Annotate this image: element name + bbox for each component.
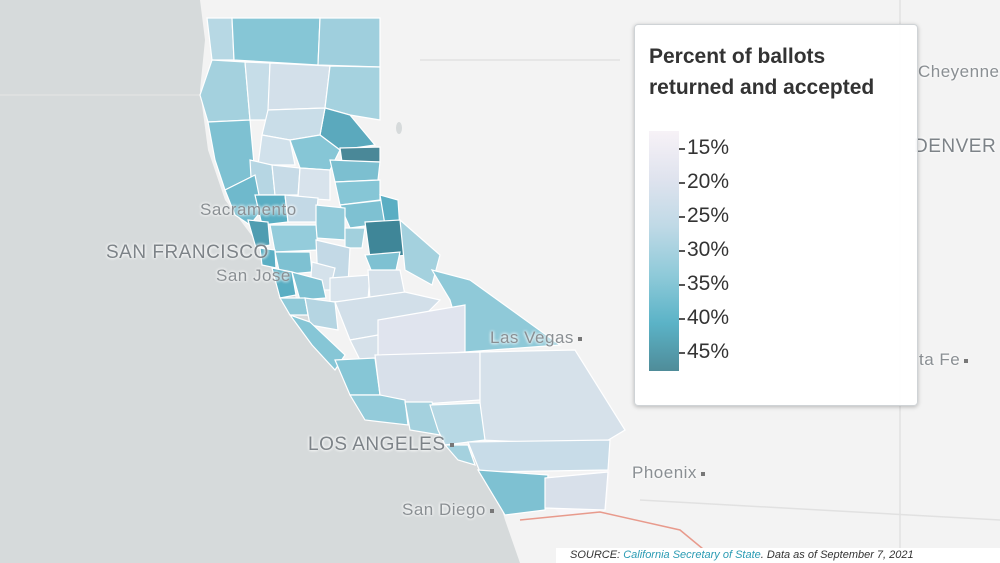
city-dot xyxy=(700,471,705,476)
county-sonoma xyxy=(224,174,263,226)
city-label-san-diego: San Diego xyxy=(402,500,494,520)
city-dot xyxy=(489,508,494,513)
legend-title: Percent of ballots returned and accepted xyxy=(649,41,911,103)
legend-tick-label-25: 25% xyxy=(687,204,730,227)
county-del-norte xyxy=(206,17,235,61)
county-san-bernardino xyxy=(479,349,626,446)
california-counties xyxy=(199,17,626,516)
city-label-denver: DENVER xyxy=(914,136,997,157)
source-prefix: SOURCE: xyxy=(570,549,624,561)
source-caption: SOURCE: California Secretary of State. D… xyxy=(556,548,1000,563)
legend-tick-label-20: 20% xyxy=(687,170,730,193)
city-label-cheyenne: Cheyenne xyxy=(918,62,1000,81)
county-glenn xyxy=(257,134,296,166)
county-amador xyxy=(344,227,366,249)
city-dot xyxy=(964,358,969,363)
county-marin xyxy=(247,219,271,249)
legend-tick xyxy=(679,284,685,286)
legend-tick-label-40: 40% xyxy=(687,306,730,329)
lake-tahoe xyxy=(396,122,402,134)
city-label-santa-fe: ta Fe xyxy=(919,350,969,370)
city-label-santa-fe-text: ta Fe xyxy=(919,350,961,369)
city-label-san-francisco: SAN FRANCISCO xyxy=(106,242,269,263)
county-los-angeles xyxy=(429,402,486,446)
source-suffix: . Data as of September 7, 2021 xyxy=(760,549,914,561)
county-humboldt xyxy=(199,59,251,123)
legend-tick xyxy=(679,318,685,320)
city-label-phoenix: Phoenix xyxy=(632,463,705,483)
county-sutter-yuba xyxy=(297,167,331,201)
city-label-san-jose: San Jose xyxy=(216,266,291,285)
source-link[interactable]: California Secretary of State xyxy=(623,549,761,561)
legend-title-line-1: Percent of ballots xyxy=(649,45,826,68)
county-santa-clara xyxy=(291,271,327,301)
county-riverside xyxy=(467,439,611,473)
city-label-sacramento: Sacramento xyxy=(200,200,297,219)
legend-tick-label-45: 45% xyxy=(687,340,730,363)
legend-color-ramp xyxy=(649,131,679,371)
legend-tick-label-35: 35% xyxy=(687,272,730,295)
county-colusa xyxy=(271,164,301,196)
county-lassen xyxy=(324,65,381,121)
county-san-diego xyxy=(476,469,549,516)
county-sierra xyxy=(339,146,381,163)
legend-panel: Percent of ballots returned and accepted… xyxy=(634,24,918,406)
county-orange xyxy=(443,444,476,466)
county-shasta xyxy=(267,62,331,111)
city-label-san-diego-text: San Diego xyxy=(402,500,486,519)
legend-tick xyxy=(679,250,685,252)
legend-tick xyxy=(679,148,685,150)
city-label-las-vegas: Las Vegas xyxy=(490,328,582,348)
legend-tick xyxy=(679,216,685,218)
legend-tick-label-30: 30% xyxy=(687,238,730,261)
legend-tick xyxy=(679,182,685,184)
city-label-phoenix-text: Phoenix xyxy=(632,463,697,482)
county-trinity xyxy=(244,61,271,121)
county-imperial xyxy=(544,471,609,511)
county-san-mateo xyxy=(271,267,297,299)
legend-tick xyxy=(679,352,685,354)
county-modoc xyxy=(317,17,381,68)
county-contra-costa xyxy=(269,224,319,253)
city-dot xyxy=(577,336,582,341)
county-nevada xyxy=(329,159,381,183)
county-sacramento xyxy=(315,204,346,241)
county-san-benito xyxy=(304,297,339,331)
city-label-los-angeles: LOS ANGELES xyxy=(308,434,454,456)
city-dot xyxy=(449,442,454,447)
legend-title-line-2: returned and accepted xyxy=(649,76,875,99)
county-kern xyxy=(374,351,481,406)
county-mono xyxy=(399,218,441,286)
city-label-las-vegas-text: Las Vegas xyxy=(490,328,574,347)
city-label-los-angeles-text: LOS ANGELES xyxy=(308,434,446,455)
county-san-francisco xyxy=(259,247,277,269)
legend-tick-label-15: 15% xyxy=(687,136,730,159)
county-siskiyou xyxy=(231,17,321,66)
state-border xyxy=(519,511,721,563)
